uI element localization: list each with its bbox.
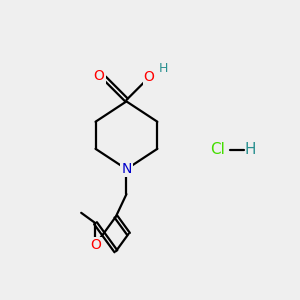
Text: O: O [144, 70, 154, 84]
Text: N: N [121, 162, 132, 176]
Text: H: H [158, 62, 168, 75]
Text: O: O [94, 69, 104, 83]
Text: Cl: Cl [210, 142, 225, 158]
Text: H: H [245, 142, 256, 158]
Text: O: O [90, 238, 101, 252]
